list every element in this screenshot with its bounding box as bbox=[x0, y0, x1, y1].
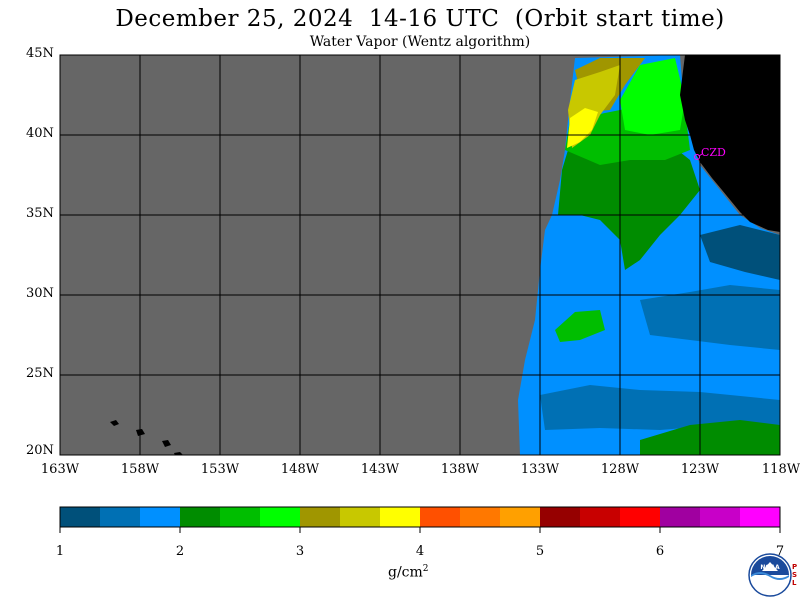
lat-label: 35N bbox=[26, 206, 54, 221]
colorbar-swatch bbox=[620, 507, 661, 527]
lon-label: 118W bbox=[761, 462, 800, 477]
colorbar-swatch bbox=[340, 507, 381, 527]
colorbar-swatch bbox=[420, 507, 461, 527]
lon-label: 143W bbox=[360, 462, 400, 477]
lon-label: 163W bbox=[40, 462, 80, 477]
vapor-region-green bbox=[558, 140, 700, 270]
colorbar-tick-label: 4 bbox=[415, 544, 425, 559]
map-frame bbox=[59, 54, 781, 456]
colorbar-swatch bbox=[140, 507, 181, 527]
colorbar-swatch bbox=[460, 507, 501, 527]
colorbar-tick-label: 5 bbox=[535, 544, 545, 559]
island-kauai bbox=[110, 420, 119, 426]
colorbar-swatch bbox=[580, 507, 621, 527]
vapor-region-green-south bbox=[640, 420, 780, 455]
lat-label: 40N bbox=[26, 126, 54, 141]
vapor-region-darkblue-mid bbox=[540, 385, 780, 430]
lon-label: 128W bbox=[600, 462, 640, 477]
vapor-region-darkblue-north bbox=[700, 225, 780, 280]
colorbar-ticklines bbox=[59, 527, 781, 533]
lon-label: 158W bbox=[120, 462, 160, 477]
station-label: CZD bbox=[701, 146, 726, 159]
station-leader bbox=[698, 153, 703, 157]
colorbar-swatch bbox=[380, 507, 421, 527]
lat-label: 45N bbox=[26, 46, 54, 61]
vapor-region-yellow bbox=[567, 108, 598, 148]
map-layers bbox=[60, 55, 780, 455]
lat-label: 20N bbox=[26, 443, 54, 458]
colorbar-swatch bbox=[220, 507, 261, 527]
island-maui bbox=[162, 440, 171, 447]
lat-label: 25N bbox=[26, 366, 54, 381]
colorbar-swatch bbox=[700, 507, 741, 527]
svg-text:NOAA: NOAA bbox=[760, 564, 780, 571]
colorbar-swatch bbox=[260, 507, 301, 527]
colorbar-tick-label: 3 bbox=[295, 544, 305, 559]
colorbar-swatch bbox=[500, 507, 541, 527]
island-hawaii bbox=[174, 452, 183, 455]
lon-label: 148W bbox=[280, 462, 320, 477]
colorbar-tick-label: 1 bbox=[55, 544, 65, 559]
colorbar-units: g/cm2 bbox=[388, 564, 429, 581]
colorbar-swatches bbox=[60, 507, 781, 527]
vapor-region-brightgreen bbox=[620, 58, 685, 135]
colorbar-swatch bbox=[180, 507, 221, 527]
map-subtitle: Water Vapor (Wentz algorithm) bbox=[309, 34, 531, 50]
station-dot bbox=[694, 154, 700, 160]
colorbar-swatch bbox=[740, 507, 781, 527]
lon-label: 138W bbox=[440, 462, 480, 477]
vapor-region-darkblue-south bbox=[640, 285, 780, 350]
station-marker: CZD bbox=[694, 146, 726, 160]
map-title: December 25, 2024 14-16 UTC (Orbit start… bbox=[115, 6, 725, 32]
land-north-america bbox=[680, 55, 780, 232]
lon-label: 123W bbox=[680, 462, 720, 477]
noaa-logo: NOAA bbox=[748, 553, 792, 597]
vapor-region-green-patch bbox=[555, 310, 605, 342]
colorbar-swatch bbox=[60, 507, 101, 527]
lon-label: 153W bbox=[200, 462, 240, 477]
colorbar-tick-label: 6 bbox=[655, 544, 665, 559]
colorbar-tick-label: 2 bbox=[175, 544, 185, 559]
lon-label: 133W bbox=[520, 462, 560, 477]
colorbar-swatch bbox=[300, 507, 341, 527]
lat-label: 30N bbox=[26, 286, 54, 301]
colorbar-swatch bbox=[540, 507, 581, 527]
colorbar-tick-label: 7 bbox=[775, 544, 785, 559]
colorbar-swatch bbox=[100, 507, 141, 527]
colorbar-swatch bbox=[660, 507, 701, 527]
